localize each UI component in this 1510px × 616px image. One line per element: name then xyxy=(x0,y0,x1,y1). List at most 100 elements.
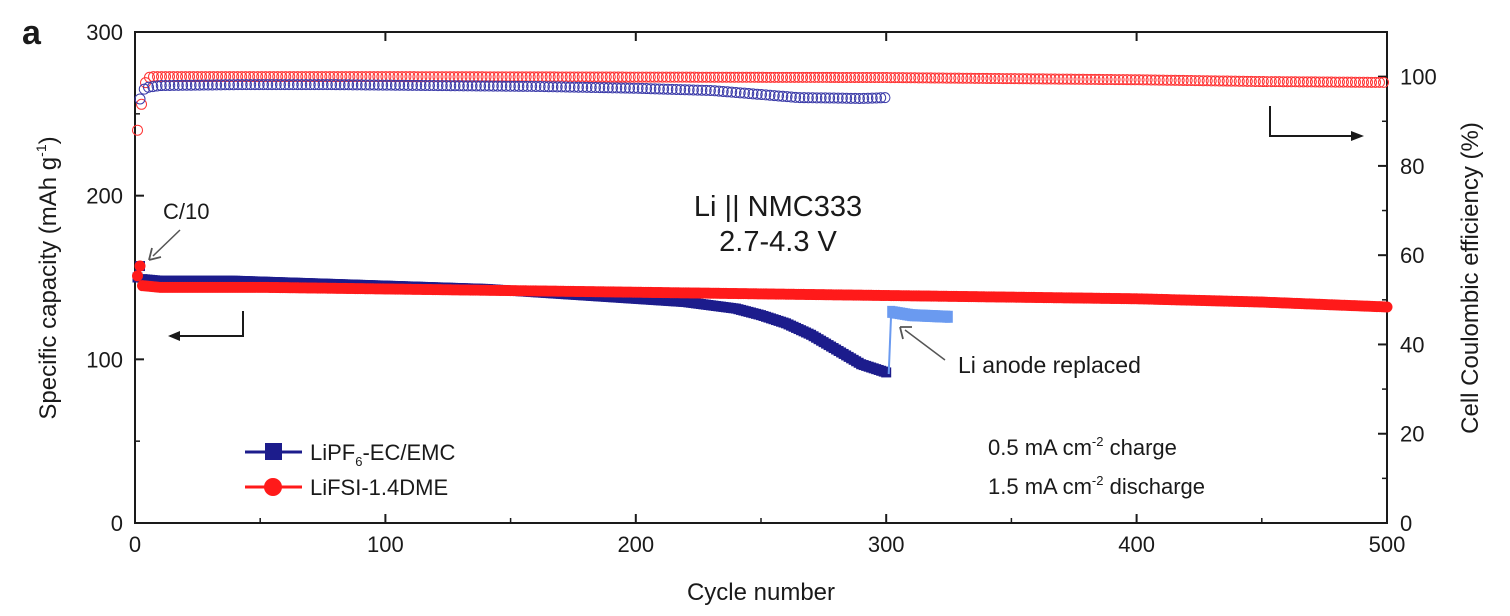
c10-label: C/10 xyxy=(163,199,209,224)
ce-point-lifsi xyxy=(616,71,628,83)
ce-point-lifsi xyxy=(1149,74,1161,86)
ce-point-lifsi xyxy=(1169,74,1181,86)
ce-point-lipf6 xyxy=(423,80,435,92)
ce-point-lifsi xyxy=(813,71,825,83)
ce-point-lipf6 xyxy=(602,82,614,94)
ce-point-lipf6 xyxy=(372,79,384,91)
voltage-range-label: 2.7-4.3 V xyxy=(719,226,837,258)
ce-point-lifsi xyxy=(324,71,336,83)
ce-point-lifsi xyxy=(1361,76,1373,88)
ce-point-lifsi xyxy=(500,71,512,83)
ce-point-lipf6 xyxy=(206,79,218,91)
ce-point-lipf6 xyxy=(134,93,146,105)
ce-point-lifsi xyxy=(712,71,724,83)
ce-point-lipf6 xyxy=(406,79,418,91)
ce-point-lipf6 xyxy=(594,82,606,94)
ce-point-lifsi xyxy=(268,71,280,83)
ce-point-lifsi xyxy=(248,71,260,83)
ce-point-lipf6 xyxy=(828,92,840,104)
ce-point-lifsi xyxy=(1037,73,1049,85)
ce-point-lipf6 xyxy=(560,81,572,93)
ce-point-lipf6 xyxy=(636,82,648,94)
ce-point-lipf6 xyxy=(262,79,274,91)
c10-arrow-line xyxy=(152,229,181,257)
ce-point-lifsi xyxy=(885,72,897,84)
ce-point-lifsi xyxy=(644,71,656,83)
ce-point-lifsi xyxy=(204,71,216,83)
ce-point-lipf6 xyxy=(509,80,521,92)
ce-point-lifsi xyxy=(917,72,929,84)
ce-point-lipf6 xyxy=(304,79,316,91)
ce-point-lifsi xyxy=(837,71,849,83)
ce-point-lifsi xyxy=(496,71,508,83)
ce-point-lipf6 xyxy=(389,79,401,91)
ce-point-lipf6 xyxy=(832,92,844,104)
ce-point-lifsi xyxy=(1257,76,1269,88)
ce-point-lifsi xyxy=(1017,73,1029,85)
ce-point-lifsi xyxy=(965,72,977,84)
ce-point-lifsi xyxy=(769,71,781,83)
ce-point-lifsi xyxy=(997,73,1009,85)
ce-point-lipf6 xyxy=(155,80,167,92)
ce-point-lifsi xyxy=(761,71,773,83)
ce-point-lifsi xyxy=(676,71,688,83)
ce-point-lifsi xyxy=(1297,76,1309,88)
ce-point-lipf6 xyxy=(543,81,555,93)
ce-point-lipf6 xyxy=(381,79,393,91)
ce-point-lifsi xyxy=(1085,73,1097,85)
ce-point-lipf6 xyxy=(500,80,512,92)
ce-point-lifsi xyxy=(732,71,744,83)
x-tick-label: 200 xyxy=(617,532,654,557)
ce-point-lifsi xyxy=(280,71,292,83)
ce-point-lifsi xyxy=(1093,73,1105,85)
replaced-jump-line xyxy=(887,311,893,375)
ce-point-lipf6 xyxy=(819,92,831,104)
ce-point-lipf6 xyxy=(858,92,870,104)
ce-point-lipf6 xyxy=(547,81,559,93)
ce-point-lifsi xyxy=(244,71,256,83)
ce-point-lifsi xyxy=(328,71,340,83)
ce-point-lifsi xyxy=(1221,75,1233,87)
ce-point-lipf6 xyxy=(347,79,359,91)
ce-point-lipf6 xyxy=(351,79,363,91)
ce-point-lipf6 xyxy=(564,81,576,93)
cell-type-label: Li || NMC333 xyxy=(694,191,862,223)
ce-point-lifsi xyxy=(672,71,684,83)
ce-point-lipf6 xyxy=(398,79,410,91)
x-tick-label: 300 xyxy=(868,532,905,557)
ce-point-lifsi xyxy=(913,72,925,84)
ce-point-lifsi xyxy=(1249,75,1261,87)
ce-point-lifsi xyxy=(200,71,212,83)
ce-point-lipf6 xyxy=(492,80,504,92)
ce-point-lipf6 xyxy=(607,82,619,94)
ce-point-lifsi xyxy=(1025,73,1037,85)
ce-point-lipf6 xyxy=(615,82,627,94)
ce-point-lifsi xyxy=(744,71,756,83)
ce-point-lifsi xyxy=(1137,74,1149,86)
ce-point-lifsi xyxy=(1349,76,1361,88)
ce-point-lifsi xyxy=(336,71,348,83)
ce-point-lipf6 xyxy=(377,79,389,91)
ce-point-lifsi xyxy=(765,71,777,83)
ce-point-lipf6 xyxy=(824,92,836,104)
ce-point-lifsi xyxy=(957,72,969,84)
ce-point-lifsi xyxy=(1153,74,1165,86)
ce-point-lifsi xyxy=(136,98,148,110)
legend: LiPF6-EC/EMC LiFSI-1.4DME xyxy=(245,440,455,500)
right-axis-indicator-arrow xyxy=(1269,106,1352,137)
ce-point-lifsi xyxy=(636,71,648,83)
ce-point-lifsi xyxy=(757,71,769,83)
ce-point-lifsi xyxy=(584,71,596,83)
legend-marker-lipf6 xyxy=(265,443,282,460)
ce-point-lifsi xyxy=(941,72,953,84)
ce-point-lifsi xyxy=(869,72,881,84)
ce-point-lifsi xyxy=(396,71,408,83)
ce-point-lipf6 xyxy=(692,84,704,96)
ce-point-lifsi xyxy=(793,71,805,83)
ce-point-lifsi xyxy=(156,71,168,83)
ce-point-lipf6 xyxy=(483,80,495,92)
ce-point-lifsi xyxy=(252,71,264,83)
ce-point-lipf6 xyxy=(862,92,874,104)
ce-point-lifsi xyxy=(272,71,284,83)
left-axis-indicator-head xyxy=(168,331,180,341)
